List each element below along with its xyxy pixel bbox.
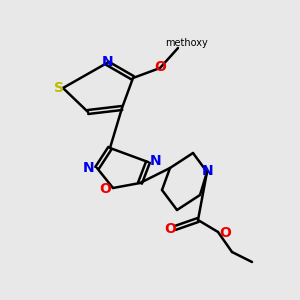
Text: N: N	[102, 55, 114, 69]
Text: O: O	[99, 182, 111, 196]
Text: N: N	[150, 154, 162, 168]
Text: N: N	[83, 161, 95, 175]
Text: O: O	[219, 226, 231, 240]
Text: O: O	[164, 222, 176, 236]
Text: O: O	[154, 60, 166, 74]
Text: N: N	[202, 164, 214, 178]
Text: methoxy: methoxy	[165, 38, 207, 48]
Text: S: S	[54, 81, 64, 95]
